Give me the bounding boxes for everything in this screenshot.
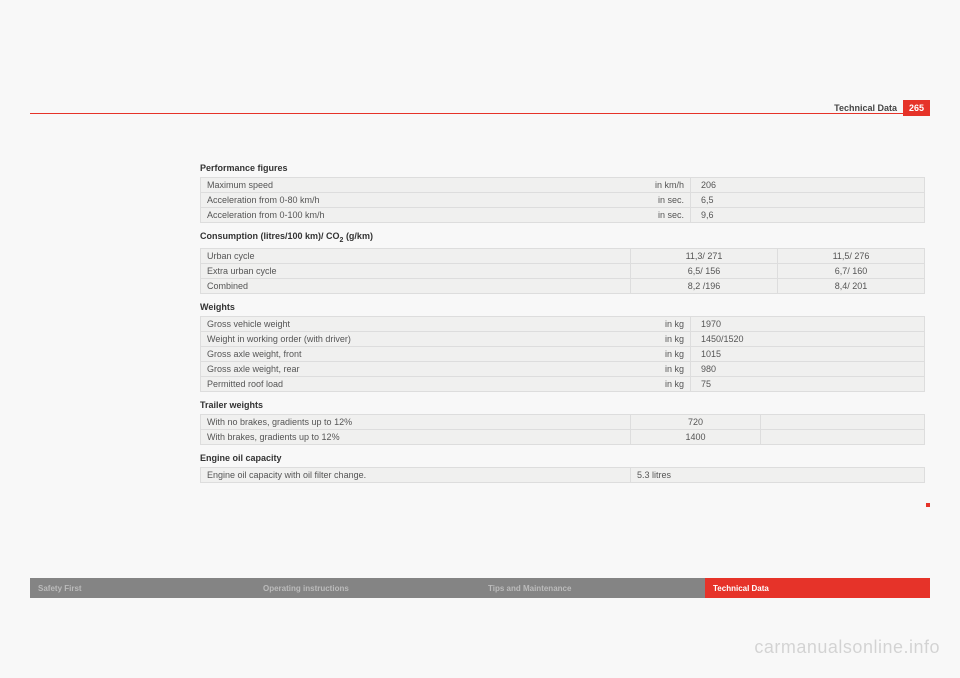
table-row: With no brakes, gradients up to 12%720 [201,414,925,429]
page-number: 265 [903,100,930,116]
table-row: With brakes, gradients up to 12%1400 [201,429,925,444]
page-header: Technical Data 265 [834,100,930,116]
table-row: Weight in working order (with driver)in … [201,331,925,346]
oil-title: Engine oil capacity [200,453,925,463]
cell-value: 6,7/ 160 [778,263,925,278]
cell-value: 1970 [691,316,925,331]
cell-unit: in kg [631,331,691,346]
tab-safety[interactable]: Safety First [30,578,255,598]
cell-value: 9,6 [691,208,925,223]
trailer-table: With no brakes, gradients up to 12%720 W… [200,414,925,445]
table-row: Maximum speedin km/h206 [201,178,925,193]
cell-value: 1450/1520 [691,331,925,346]
cell-unit: in km/h [631,178,691,193]
oil-table: Engine oil capacity with oil filter chan… [200,467,925,483]
cell-label: Gross axle weight, front [201,346,631,361]
performance-table: Maximum speedin km/h206 Acceleration fro… [200,177,925,223]
cell-label: Combined [201,278,631,293]
weights-title: Weights [200,302,925,312]
title-text: (g/km) [343,231,373,241]
table-row: Gross vehicle weightin kg1970 [201,316,925,331]
table-row: Gross axle weight, frontin kg1015 [201,346,925,361]
cell-label: With brakes, gradients up to 12% [201,429,631,444]
cell-empty [761,414,925,429]
cell-label: Engine oil capacity with oil filter chan… [201,467,631,482]
cell-label: Urban cycle [201,248,631,263]
cell-label: Acceleration from 0-100 km/h [201,208,631,223]
table-row: Gross axle weight, rearin kg980 [201,361,925,376]
cell-value: 8,4/ 201 [778,278,925,293]
footer-tabs: Safety First Operating instructions Tips… [30,578,930,598]
table-row: Engine oil capacity with oil filter chan… [201,467,925,482]
table-row: Acceleration from 0-80 km/hin sec.6,5 [201,193,925,208]
cell-label: With no brakes, gradients up to 12% [201,414,631,429]
cell-label: Weight in working order (with driver) [201,331,631,346]
content-area: Performance figures Maximum speedin km/h… [200,155,925,489]
cell-value: 5.3 litres [631,467,925,482]
cell-value: 8,2 /196 [631,278,778,293]
tab-operating[interactable]: Operating instructions [255,578,480,598]
cell-value: 720 [631,414,761,429]
cell-label: Gross axle weight, rear [201,361,631,376]
cell-label: Maximum speed [201,178,631,193]
weights-table: Gross vehicle weightin kg1970 Weight in … [200,316,925,392]
cell-label: Extra urban cycle [201,263,631,278]
cell-value: 75 [691,376,925,391]
cell-unit: in kg [631,361,691,376]
cell-value: 980 [691,361,925,376]
table-row: Combined8,2 /1968,4/ 201 [201,278,925,293]
cell-value: 1400 [631,429,761,444]
tab-tips[interactable]: Tips and Maintenance [480,578,705,598]
consumption-title: Consumption (litres/100 km)/ CO2 (g/km) [200,231,925,244]
cell-unit: in sec. [631,208,691,223]
watermark: carmanualsonline.info [754,637,940,658]
cell-value: 6,5/ 156 [631,263,778,278]
cell-value: 11,3/ 271 [631,248,778,263]
end-marker [926,503,930,507]
cell-label: Permitted roof load [201,376,631,391]
cell-unit: in kg [631,376,691,391]
cell-empty [761,429,925,444]
title-text: Consumption (litres/100 km)/ CO [200,231,340,241]
cell-value: 6,5 [691,193,925,208]
performance-title: Performance figures [200,163,925,173]
cell-unit: in kg [631,316,691,331]
tab-technical[interactable]: Technical Data [705,578,930,598]
header-divider [30,113,930,114]
table-row: Permitted roof loadin kg75 [201,376,925,391]
cell-unit: in sec. [631,193,691,208]
cell-label: Acceleration from 0-80 km/h [201,193,631,208]
table-row: Extra urban cycle6,5/ 1566,7/ 160 [201,263,925,278]
cell-value: 11,5/ 276 [778,248,925,263]
section-name: Technical Data [834,103,903,113]
cell-value: 1015 [691,346,925,361]
cell-value: 206 [691,178,925,193]
trailer-title: Trailer weights [200,400,925,410]
table-row: Acceleration from 0-100 km/hin sec.9,6 [201,208,925,223]
cell-unit: in kg [631,346,691,361]
consumption-table: Urban cycle11,3/ 27111,5/ 276 Extra urba… [200,248,925,294]
table-row: Urban cycle11,3/ 27111,5/ 276 [201,248,925,263]
cell-label: Gross vehicle weight [201,316,631,331]
